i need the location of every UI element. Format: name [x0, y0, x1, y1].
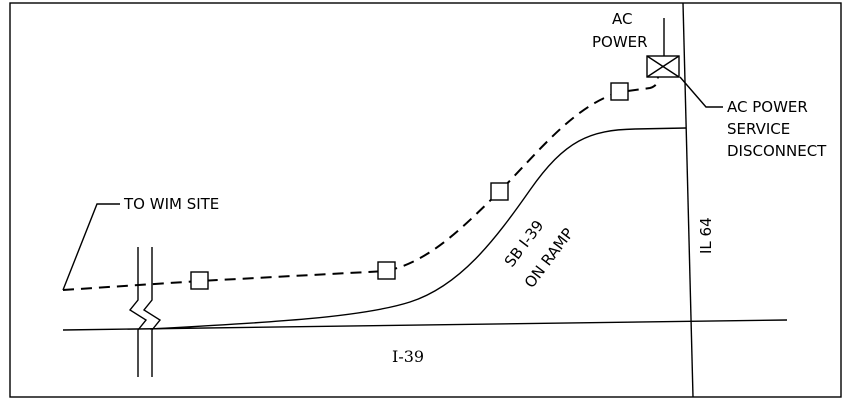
conduit-run-dashed: [62, 75, 659, 291]
disconnect-box-cross-b: [646, 55, 680, 78]
disconnect-label-line1: AC POWER: [727, 98, 808, 116]
disconnect-leader: [679, 76, 723, 108]
disconnect-label-line3: DISCONNECT: [727, 142, 827, 160]
disconnect-label-line2: SERVICE: [727, 120, 790, 138]
on-ramp-curve: [149, 127, 687, 330]
pull-box-2: [377, 261, 396, 280]
pull-box-3: [490, 182, 509, 201]
break-line-left: [128, 247, 148, 377]
ac-power-label-line1: AC: [612, 10, 632, 28]
pull-box-1: [190, 271, 209, 290]
ac-power-label-line2: POWER: [592, 33, 648, 51]
i-39-road-line: [62, 319, 788, 331]
il-64-road-line: [682, 2, 694, 398]
i-39-label: I-39: [392, 347, 424, 366]
break-line-right: [142, 247, 162, 377]
drawing-border: [9, 2, 842, 398]
pull-box-4: [610, 82, 629, 101]
il-64-label: IL 64: [697, 217, 715, 254]
to-wim-site-label: TO WIM SITE: [123, 195, 219, 213]
to-wim-site-leader: [62, 203, 120, 291]
